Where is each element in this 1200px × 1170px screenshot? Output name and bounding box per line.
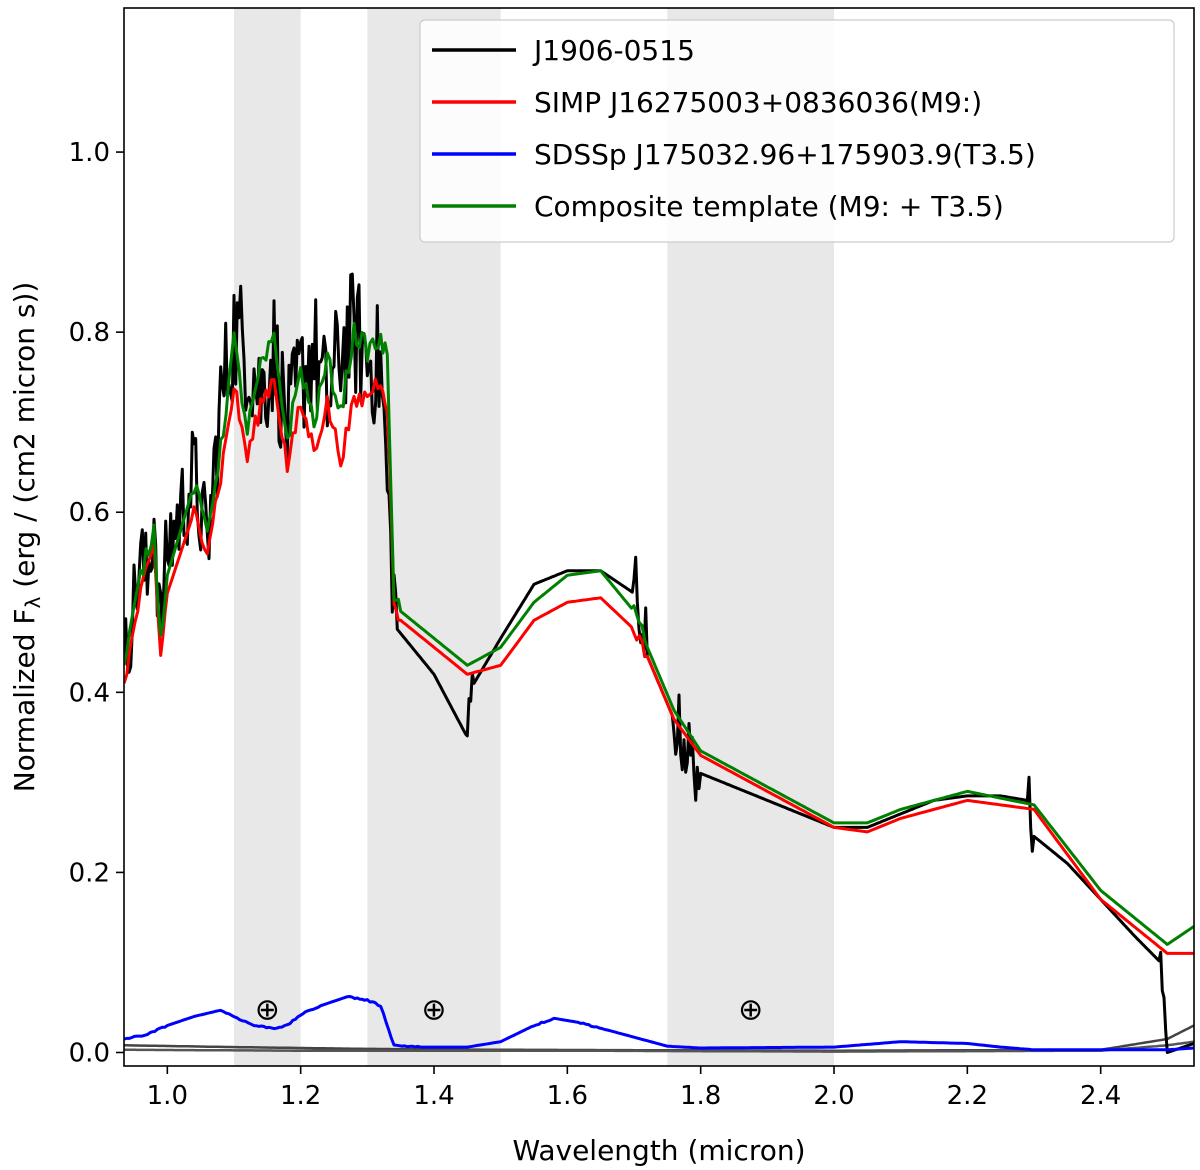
y-axis-label-rest: (erg / (cm2 micron s))	[8, 282, 41, 597]
y-axis-label-main: Normalized F	[8, 609, 41, 793]
legend-box	[419, 19, 1175, 243]
telluric-band-1	[234, 8, 301, 1066]
composite-template-line	[124, 321, 1194, 946]
baseline-lines	[124, 1024, 1194, 1053]
x-tick-label: 2.0	[813, 1081, 854, 1111]
y-tick-label: 0.8	[69, 318, 110, 348]
m9-template-line	[124, 377, 1194, 955]
uncertainty-line-2	[124, 1040, 1194, 1053]
legend-label-2: SIMP J16275003+0836036(M9:)	[534, 86, 982, 119]
y-axis-label: Normalized Fλ (erg / (cm2 micron s))	[8, 282, 45, 793]
y-tick-label: 1.0	[69, 138, 110, 168]
legend-label-3: SDSSp J175032.96+175903.9(T3.5)	[534, 138, 1036, 171]
x-tick-label: 1.6	[547, 1081, 588, 1111]
x-tick-label: 2.4	[1080, 1081, 1121, 1111]
y-axis-label-sub: λ	[21, 597, 45, 609]
x-axis-label: Wavelength (micron)	[512, 1134, 805, 1167]
earth-symbol-1: ⊕	[255, 992, 280, 1027]
legend-entries: J1906-0515 SIMP J16275003+0836036(M9:) SDS…	[432, 34, 1036, 223]
legend-label-1: J1906-0515	[532, 34, 695, 67]
x-tick-label: 1.8	[680, 1081, 721, 1111]
legend-label-4: Composite template (M9: + T3.5)	[534, 190, 1004, 223]
y-tick-label: 0.4	[69, 678, 110, 708]
y-axis-ticks: 0.0 0.2 0.4 0.6 0.8 1.0	[69, 138, 124, 1068]
earth-symbol-2: ⊕	[421, 992, 446, 1027]
x-tick-label: 1.2	[280, 1081, 321, 1111]
y-tick-label: 0.0	[69, 1038, 110, 1068]
t35-template-line	[124, 995, 1194, 1052]
annotations: ⊕ ⊕ ⊕	[255, 992, 763, 1027]
x-tick-label: 2.2	[947, 1081, 988, 1111]
x-tick-label: 1.0	[147, 1081, 188, 1111]
plot-frame	[123, 7, 1195, 1067]
y-tick-label: 0.6	[69, 498, 110, 528]
x-axis-ticks: 1.0 1.2 1.4 1.6 1.8 2.0 2.2 2.4	[147, 1066, 1121, 1111]
series-lines	[124, 272, 1194, 1054]
y-tick-label: 0.2	[69, 858, 110, 888]
earth-symbol-3: ⊕	[738, 992, 763, 1027]
legend: J1906-0515 SIMP J16275003+0836036(M9:) SDS…	[419, 19, 1175, 243]
x-tick-label: 1.4	[413, 1081, 454, 1111]
